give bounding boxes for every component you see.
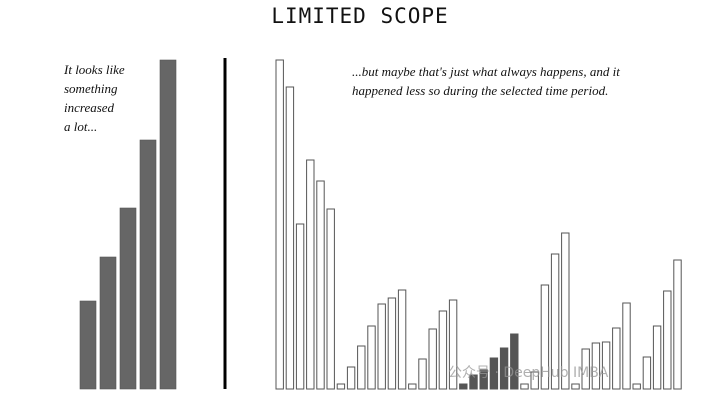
right-panel-bars <box>275 59 682 390</box>
left-annotation-line: a lot... <box>64 119 98 134</box>
bar <box>139 139 157 390</box>
bar <box>601 341 611 390</box>
bar <box>285 86 295 390</box>
bar <box>571 383 580 390</box>
bar <box>119 207 137 390</box>
bar <box>428 328 437 390</box>
watermark-text: 公众号 · DeepHub IMBA <box>448 365 609 381</box>
bar <box>530 371 539 390</box>
bar <box>581 348 590 390</box>
left-annotation-line: It looks like <box>64 62 125 77</box>
bar <box>316 180 325 390</box>
bar <box>540 284 550 390</box>
bar <box>673 259 682 390</box>
bar <box>159 59 177 390</box>
highlighted-bar <box>510 333 519 390</box>
bar <box>550 253 560 390</box>
bar <box>357 345 366 390</box>
bar <box>591 342 601 390</box>
bar <box>306 159 315 390</box>
highlighted-bar <box>479 369 488 390</box>
bar <box>652 325 662 390</box>
highlighted-bar <box>499 347 509 390</box>
bar <box>99 256 117 390</box>
left-annotation-line: increased <box>64 100 115 115</box>
bar <box>520 383 529 390</box>
bar <box>275 59 284 390</box>
bar <box>377 303 386 390</box>
bar <box>438 310 448 390</box>
highlighted-bar <box>469 374 478 390</box>
bar <box>79 300 97 390</box>
bar <box>295 223 305 390</box>
bar <box>367 325 376 390</box>
bar <box>632 383 641 390</box>
highlighted-bar <box>489 357 499 390</box>
left-annotation: It looks like something increased a lot.… <box>64 60 174 136</box>
right-annotation: ...but maybe that's just what always hap… <box>352 62 672 100</box>
bar <box>336 383 346 390</box>
bar <box>418 358 427 390</box>
bar <box>622 302 631 390</box>
chart-title: LIMITED SCOPE <box>271 4 449 28</box>
bar <box>397 289 407 390</box>
bar <box>448 299 458 390</box>
highlighted-bar <box>459 383 468 390</box>
bar <box>612 327 621 390</box>
right-annotation-line: happened less so during the selected tim… <box>352 83 609 98</box>
left-annotation-line: something <box>64 81 118 96</box>
left-panel-bars <box>79 59 177 390</box>
bar <box>326 208 335 390</box>
bar <box>408 383 417 390</box>
bar <box>561 232 570 390</box>
right-annotation-line: ...but maybe that's just what always hap… <box>352 64 620 79</box>
bar <box>642 356 652 390</box>
bar <box>663 290 672 390</box>
bar <box>387 297 397 390</box>
bar <box>346 366 356 390</box>
